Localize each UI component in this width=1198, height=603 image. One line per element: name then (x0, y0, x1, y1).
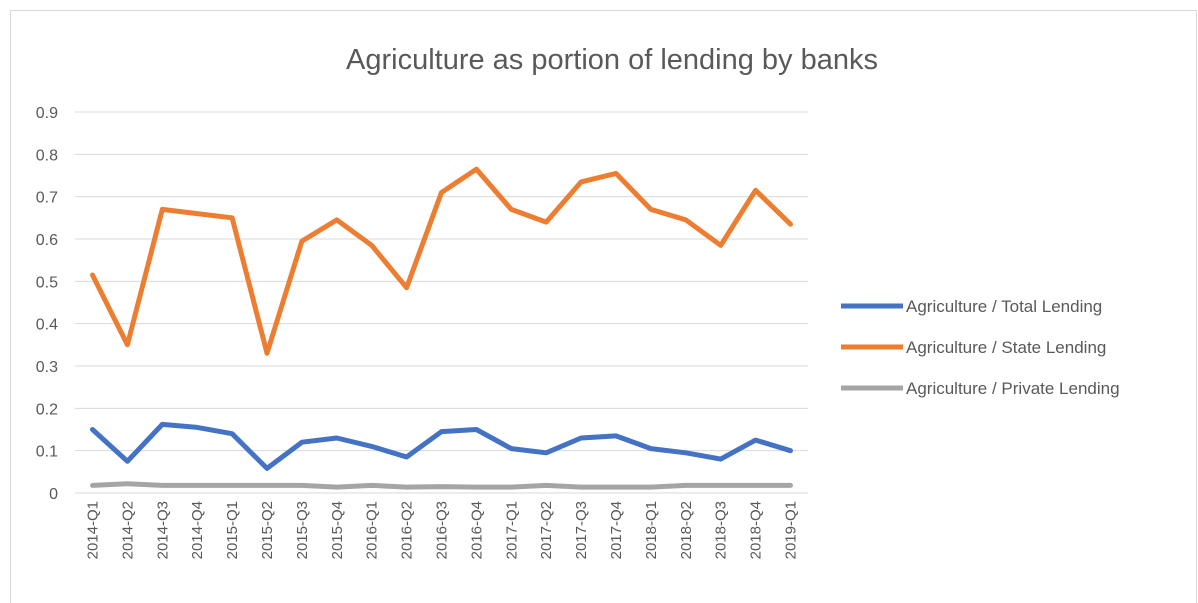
y-tick-label: 0.9 (36, 105, 58, 122)
series-lines (90, 166, 793, 490)
series-line-3 (90, 481, 793, 490)
y-axis-ticks: 0 0.1 0.2 0.3 0.4 0.5 0.6 0.7 0.8 0.9 (36, 105, 58, 503)
x-tick-label: 2017-Q4 (608, 501, 625, 559)
series-line-1 (90, 421, 793, 471)
y-tick-label: 0.5 (36, 274, 58, 291)
x-tick-label: 2015-Q3 (294, 501, 311, 559)
gridlines (75, 111, 808, 494)
x-tick-label: 2018-Q1 (643, 501, 660, 559)
x-tick-label: 2015-Q1 (224, 501, 241, 559)
y-tick-label: 0.4 (36, 317, 58, 334)
y-tick-label: 0.2 (36, 401, 58, 418)
legend-item: Agriculture / Total Lending (841, 297, 1102, 316)
x-tick-label: 2014-Q1 (84, 501, 101, 559)
legend-item: Agriculture / State Lending (841, 338, 1106, 357)
legend-label: Agriculture / Total Lending (906, 297, 1102, 316)
y-tick-label: 0.8 (36, 147, 58, 164)
x-tick-label: 2014-Q3 (154, 501, 171, 559)
y-tick-label: 0 (49, 486, 58, 503)
legend-item: Agriculture / Private Lending (841, 379, 1120, 398)
x-axis-ticks: 2014-Q1 2014-Q2 2014-Q3 2014-Q4 2015-Q1 2015-… (84, 501, 799, 559)
chart-area (10, 10, 1197, 603)
x-tick-label: 2016-Q2 (399, 501, 416, 559)
x-tick-label: 2018-Q4 (748, 501, 765, 559)
legend: Agriculture / Total Lending Agriculture /… (841, 297, 1120, 398)
y-tick-label: 0.3 (36, 359, 58, 376)
x-tick-label: 2018-Q2 (678, 501, 695, 559)
x-tick-label: 2014-Q4 (189, 501, 206, 559)
x-tick-label: 2015-Q2 (259, 501, 276, 559)
x-tick-label: 2016-Q3 (434, 501, 451, 559)
x-tick-label: 2016-Q4 (468, 501, 485, 559)
series-line-2 (90, 166, 793, 356)
x-tick-label: 2017-Q3 (573, 501, 590, 559)
x-tick-label: 2017-Q1 (503, 501, 520, 559)
x-tick-label: 2018-Q3 (713, 501, 730, 559)
legend-label: Agriculture / State Lending (906, 338, 1106, 357)
x-tick-label: 2016-Q1 (364, 501, 381, 559)
x-tick-label: 2014-Q2 (119, 501, 136, 559)
y-tick-label: 0.1 (36, 444, 58, 461)
y-tick-label: 0.6 (36, 232, 58, 249)
x-tick-label: 2019-Q1 (783, 501, 800, 559)
y-tick-label: 0.7 (36, 190, 58, 207)
chart-title: Agriculture as portion of lending by ban… (346, 44, 878, 76)
x-tick-label: 2017-Q2 (538, 501, 555, 559)
x-tick-label: 2015-Q4 (329, 501, 346, 559)
legend-label: Agriculture / Private Lending (906, 379, 1120, 398)
